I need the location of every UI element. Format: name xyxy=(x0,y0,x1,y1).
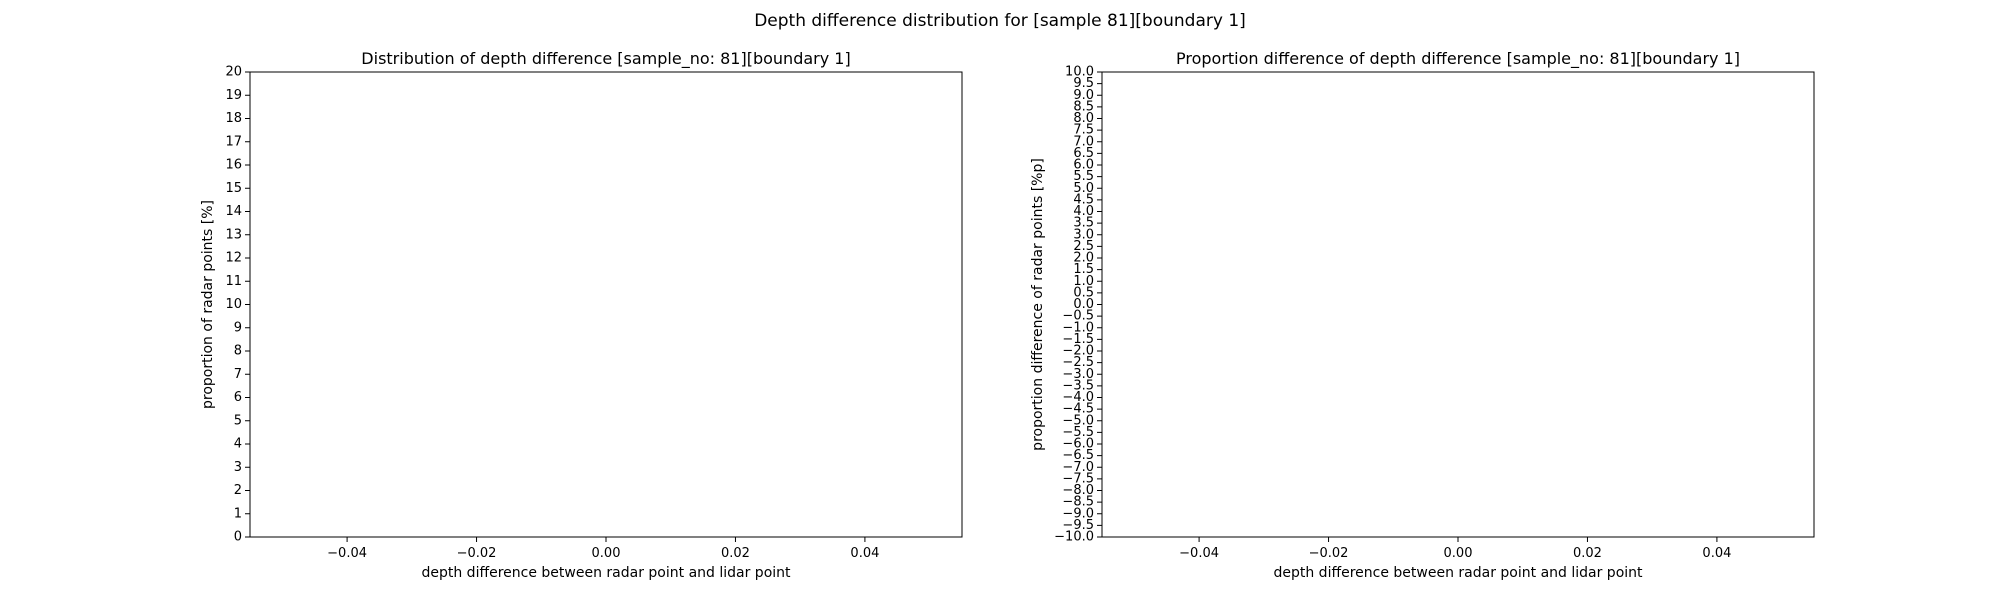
right-x-axis-label: depth difference between radar point and… xyxy=(1273,565,1643,581)
right-y-tick-label: −7.5 xyxy=(1062,471,1094,486)
right-y-tick-label: −9.5 xyxy=(1062,518,1094,533)
right-y-tick-label: −5.5 xyxy=(1062,425,1094,440)
right-subplot: Proportion difference of depth differenc… xyxy=(1030,49,1815,581)
right-y-tick-label: −3.0 xyxy=(1062,367,1094,382)
right-y-tick-label: −8.0 xyxy=(1062,483,1094,498)
right-y-tick-label: −4.5 xyxy=(1062,402,1094,417)
right-y-tick-label: 4.5 xyxy=(1073,192,1094,207)
right-y-tick-label: 1.0 xyxy=(1073,274,1094,289)
right-y-tick-label: −5.0 xyxy=(1062,413,1094,428)
right-y-tick-label: 8.5 xyxy=(1073,99,1094,114)
right-y-tick-label: 0.5 xyxy=(1073,285,1094,300)
left-x-tick-label: −0.02 xyxy=(457,546,497,561)
right-y-tick-label: 5.5 xyxy=(1073,169,1094,184)
right-plot-frame xyxy=(1101,71,1815,538)
right-y-ticks: −10.0−9.5−9.0−8.5−8.0−7.5−7.0−6.5−6.0−5.… xyxy=(1054,65,1102,545)
left-y-tick-label: 6 xyxy=(234,390,242,405)
right-y-tick-label: 2.0 xyxy=(1073,251,1094,266)
left-y-tick-label: 8 xyxy=(234,344,242,359)
left-x-tick-label: 0.00 xyxy=(592,546,621,561)
right-y-tick-label: −2.0 xyxy=(1062,344,1094,359)
left-y-tick-label: 0 xyxy=(234,530,242,545)
right-y-tick-label: −1.5 xyxy=(1062,332,1094,347)
right-x-ticks: −0.04 −0.02 0.00 0.02 0.04 xyxy=(1179,537,1731,561)
right-y-tick-label: −10.0 xyxy=(1054,530,1094,545)
right-y-tick-label: 6.5 xyxy=(1073,146,1094,161)
right-y-tick-label: −9.0 xyxy=(1062,506,1094,521)
right-y-tick-label: −4.0 xyxy=(1062,390,1094,405)
left-y-tick-label: 1 xyxy=(234,506,242,521)
right-y-tick-label: −3.5 xyxy=(1062,378,1094,393)
left-y-tick-label: 17 xyxy=(225,134,242,149)
left-subplot: Distribution of depth difference [sample… xyxy=(200,49,963,581)
right-y-tick-label: 9.5 xyxy=(1073,76,1094,91)
left-y-tick-label: 16 xyxy=(225,158,242,173)
figure-title: Depth difference distribution for [sampl… xyxy=(754,11,1246,31)
right-y-tick-label: −2.5 xyxy=(1062,355,1094,370)
left-plot-frame xyxy=(249,71,963,538)
right-x-tick-label: 0.04 xyxy=(1702,546,1731,561)
left-x-axis-label: depth difference between radar point and… xyxy=(421,565,791,581)
left-y-tick-label: 18 xyxy=(225,111,242,126)
left-x-tick-label: −0.04 xyxy=(327,546,367,561)
right-x-tick-label: −0.02 xyxy=(1309,546,1349,561)
left-y-tick-label: 14 xyxy=(225,204,242,219)
right-y-tick-label: 0.0 xyxy=(1073,297,1094,312)
right-y-tick-label: −7.0 xyxy=(1062,460,1094,475)
right-y-tick-label: 7.5 xyxy=(1073,123,1094,138)
right-y-tick-label: 10.0 xyxy=(1065,65,1094,80)
right-y-tick-label: −1.0 xyxy=(1062,320,1094,335)
right-y-tick-label: 2.5 xyxy=(1073,239,1094,254)
right-y-axis-label: proportion difference of radar points [%… xyxy=(1030,158,1046,451)
left-y-tick-label: 9 xyxy=(234,320,242,335)
left-plot-title: Distribution of depth difference [sample… xyxy=(361,49,850,69)
left-y-tick-label: 2 xyxy=(234,483,242,498)
left-x-tick-label: 0.04 xyxy=(850,546,879,561)
right-y-tick-label: 6.0 xyxy=(1073,158,1094,173)
right-y-tick-label: 1.5 xyxy=(1073,262,1094,277)
right-y-tick-label: −0.5 xyxy=(1062,309,1094,324)
left-y-tick-label: 10 xyxy=(225,297,242,312)
right-y-tick-label: 3.5 xyxy=(1073,216,1094,231)
right-y-tick-label: −6.5 xyxy=(1062,448,1094,463)
left-y-tick-label: 19 xyxy=(225,88,242,103)
left-y-tick-label: 12 xyxy=(225,251,242,266)
right-y-tick-label: 3.0 xyxy=(1073,227,1094,242)
left-y-axis-label: proportion of radar points [%] xyxy=(200,200,216,409)
left-y-tick-label: 20 xyxy=(225,65,242,80)
right-y-tick-label: 9.0 xyxy=(1073,88,1094,103)
right-y-tick-label: −6.0 xyxy=(1062,437,1094,452)
left-y-tick-label: 11 xyxy=(225,274,242,289)
right-x-tick-label: 0.02 xyxy=(1573,546,1602,561)
right-y-tick-label: 8.0 xyxy=(1073,111,1094,126)
right-y-tick-label: 4.0 xyxy=(1073,204,1094,219)
left-y-tick-label: 15 xyxy=(225,181,242,196)
left-y-tick-label: 13 xyxy=(225,227,242,242)
right-y-tick-label: 7.0 xyxy=(1073,134,1094,149)
left-x-tick-label: 0.02 xyxy=(721,546,750,561)
right-plot-title: Proportion difference of depth differenc… xyxy=(1176,49,1740,69)
right-x-tick-label: 0.00 xyxy=(1444,546,1473,561)
left-x-ticks: −0.04 −0.02 0.00 0.02 0.04 xyxy=(327,537,879,561)
left-y-tick-label: 5 xyxy=(234,413,242,428)
left-y-tick-label: 7 xyxy=(234,367,242,382)
right-x-tick-label: −0.04 xyxy=(1179,546,1219,561)
right-y-tick-label: −8.5 xyxy=(1062,495,1094,510)
left-y-tick-label: 4 xyxy=(234,437,242,452)
right-y-tick-label: 5.0 xyxy=(1073,181,1094,196)
left-y-tick-label: 3 xyxy=(234,460,242,475)
